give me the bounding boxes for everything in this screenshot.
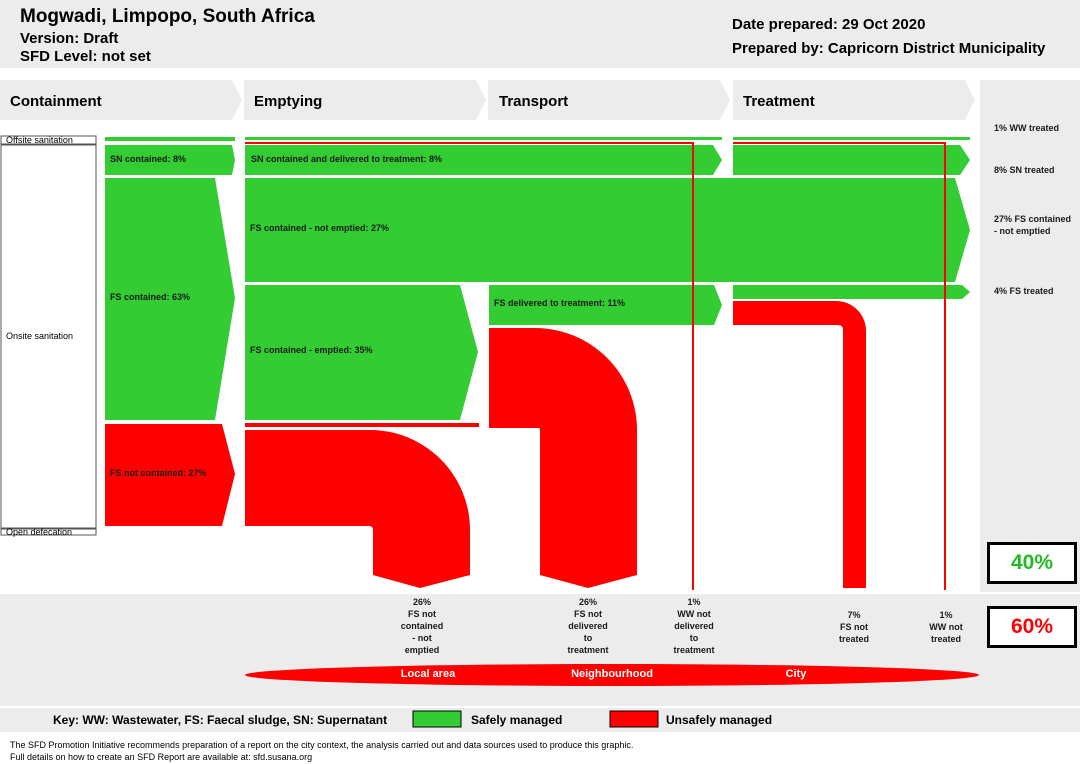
- flow-offsite-emptying: [245, 137, 722, 140]
- flow-fs-not-emptied: [245, 178, 970, 282]
- right-panel: [980, 80, 1080, 592]
- offsite-box: [0, 135, 97, 145]
- key-band: [0, 708, 1080, 732]
- unsafe-label-fs-not-treated: 7% FS not treated: [838, 610, 869, 644]
- label-sn-contained: SN contained: 8%: [110, 154, 187, 164]
- unsafe-ww-not-delivered: [245, 142, 694, 590]
- label-fs-not-emptied: FS contained - not emptied: 27%: [250, 223, 390, 233]
- side-ww-treated: 1% WW treated: [994, 123, 1060, 133]
- location-title: Mogwadi, Limpopo, South Africa: [20, 6, 315, 27]
- key-unsafe-swatch: [609, 710, 659, 728]
- flow-fs-not-contained: [105, 424, 235, 526]
- stage-label-emptying: Emptying: [254, 93, 323, 110]
- level-ellipse: [245, 664, 979, 686]
- unsafe-label-not-delivered: 26% FS not delivered to treatment: [567, 597, 609, 655]
- key-safe-swatch: [412, 710, 462, 728]
- offsite-label: Offsite sanitation: [6, 135, 73, 145]
- header-panel: [0, 0, 1080, 68]
- footer-note: The SFD Promotion Initiative recommends …: [10, 740, 634, 750]
- unsafe-percentage: 60%: [987, 606, 1077, 648]
- label-fs-emptied: FS contained - emptied: 35%: [250, 345, 373, 355]
- flow-fs-delivered: [489, 285, 722, 325]
- unsafe-fs-not-delivered: [489, 328, 637, 588]
- flow-fs-treated: [733, 285, 970, 299]
- label-fs-not-contained: FS not contained: 27%: [110, 468, 207, 478]
- stage-arrow-containment: [0, 80, 242, 120]
- prepared-by: Prepared by: Capricorn District Municipa…: [732, 40, 1046, 57]
- stage-arrow-transport: [488, 80, 730, 120]
- unsafe-ww-not-treated: [733, 142, 946, 590]
- label-fs-contained: FS contained: 63%: [110, 292, 191, 302]
- stage-label-treatment: Treatment: [743, 93, 815, 110]
- safe-percentage: 40%: [987, 542, 1077, 584]
- level-local-area: Local area: [400, 668, 456, 680]
- side-fs-treated: 4% FS treated: [994, 286, 1054, 296]
- unsafe-label-ww-not-treated: 1% WW not treated: [929, 610, 963, 644]
- side-fs-not-emptied: 27% FS contained - not emptied: [994, 214, 1072, 236]
- label-fs-delivered: FS delivered to treatment: 11%: [494, 298, 626, 308]
- stage-arrow-treatment: [733, 80, 975, 120]
- unsafe-label-ww-not-delivered: 1% WW not delivered to treatment: [673, 597, 715, 655]
- unsafe-label-not-contained: 26% FS not contained - not emptied: [400, 597, 444, 655]
- flow-emptied-red-sliver: [245, 423, 479, 427]
- flow-fs-emptied: [245, 285, 478, 420]
- stage-label-containment: Containment: [10, 93, 102, 110]
- stage-arrow-emptying: [244, 80, 486, 120]
- level-neighbourhood: Neighbourhood: [571, 668, 653, 680]
- onsite-label: Onsite sanitation: [6, 331, 74, 341]
- stage-label-transport: Transport: [499, 93, 569, 110]
- open-defecation-box: [0, 528, 97, 536]
- flow-offsite-treatment: [733, 137, 970, 140]
- onsite-box: [0, 144, 97, 529]
- open-defecation-label: Open defecation: [6, 527, 73, 537]
- key-definition: Key: WW: Wastewater, FS: Faecal sludge, …: [53, 713, 388, 727]
- sfd-level-text: SFD Level: not set: [20, 48, 151, 65]
- flow-sn-delivered: [245, 145, 722, 175]
- side-sn-treated: 8% SN treated: [994, 165, 1055, 175]
- flow-sn-contained: [105, 145, 235, 175]
- flow-offsite-containment: [105, 137, 235, 141]
- label-sn-delivered: SN contained and delivered to treatment:…: [251, 154, 443, 164]
- version-text: Version: Draft: [20, 30, 119, 47]
- flow-sn-treatment: [733, 145, 970, 175]
- flow-fs-contained: [105, 178, 235, 420]
- key-unsafe-label: Unsafely managed: [666, 713, 773, 727]
- unsafe-fs-not-treated: [733, 301, 866, 588]
- level-city: City: [785, 668, 807, 680]
- unsafe-fs-not-contained: [245, 430, 470, 588]
- key-safe-label: Safely managed: [471, 713, 563, 727]
- footer-link-note: Full details on how to create an SFD Rep…: [10, 752, 313, 762]
- date-prepared: Date prepared: 29 Oct 2020: [732, 16, 926, 33]
- unsafe-band: [0, 594, 1080, 706]
